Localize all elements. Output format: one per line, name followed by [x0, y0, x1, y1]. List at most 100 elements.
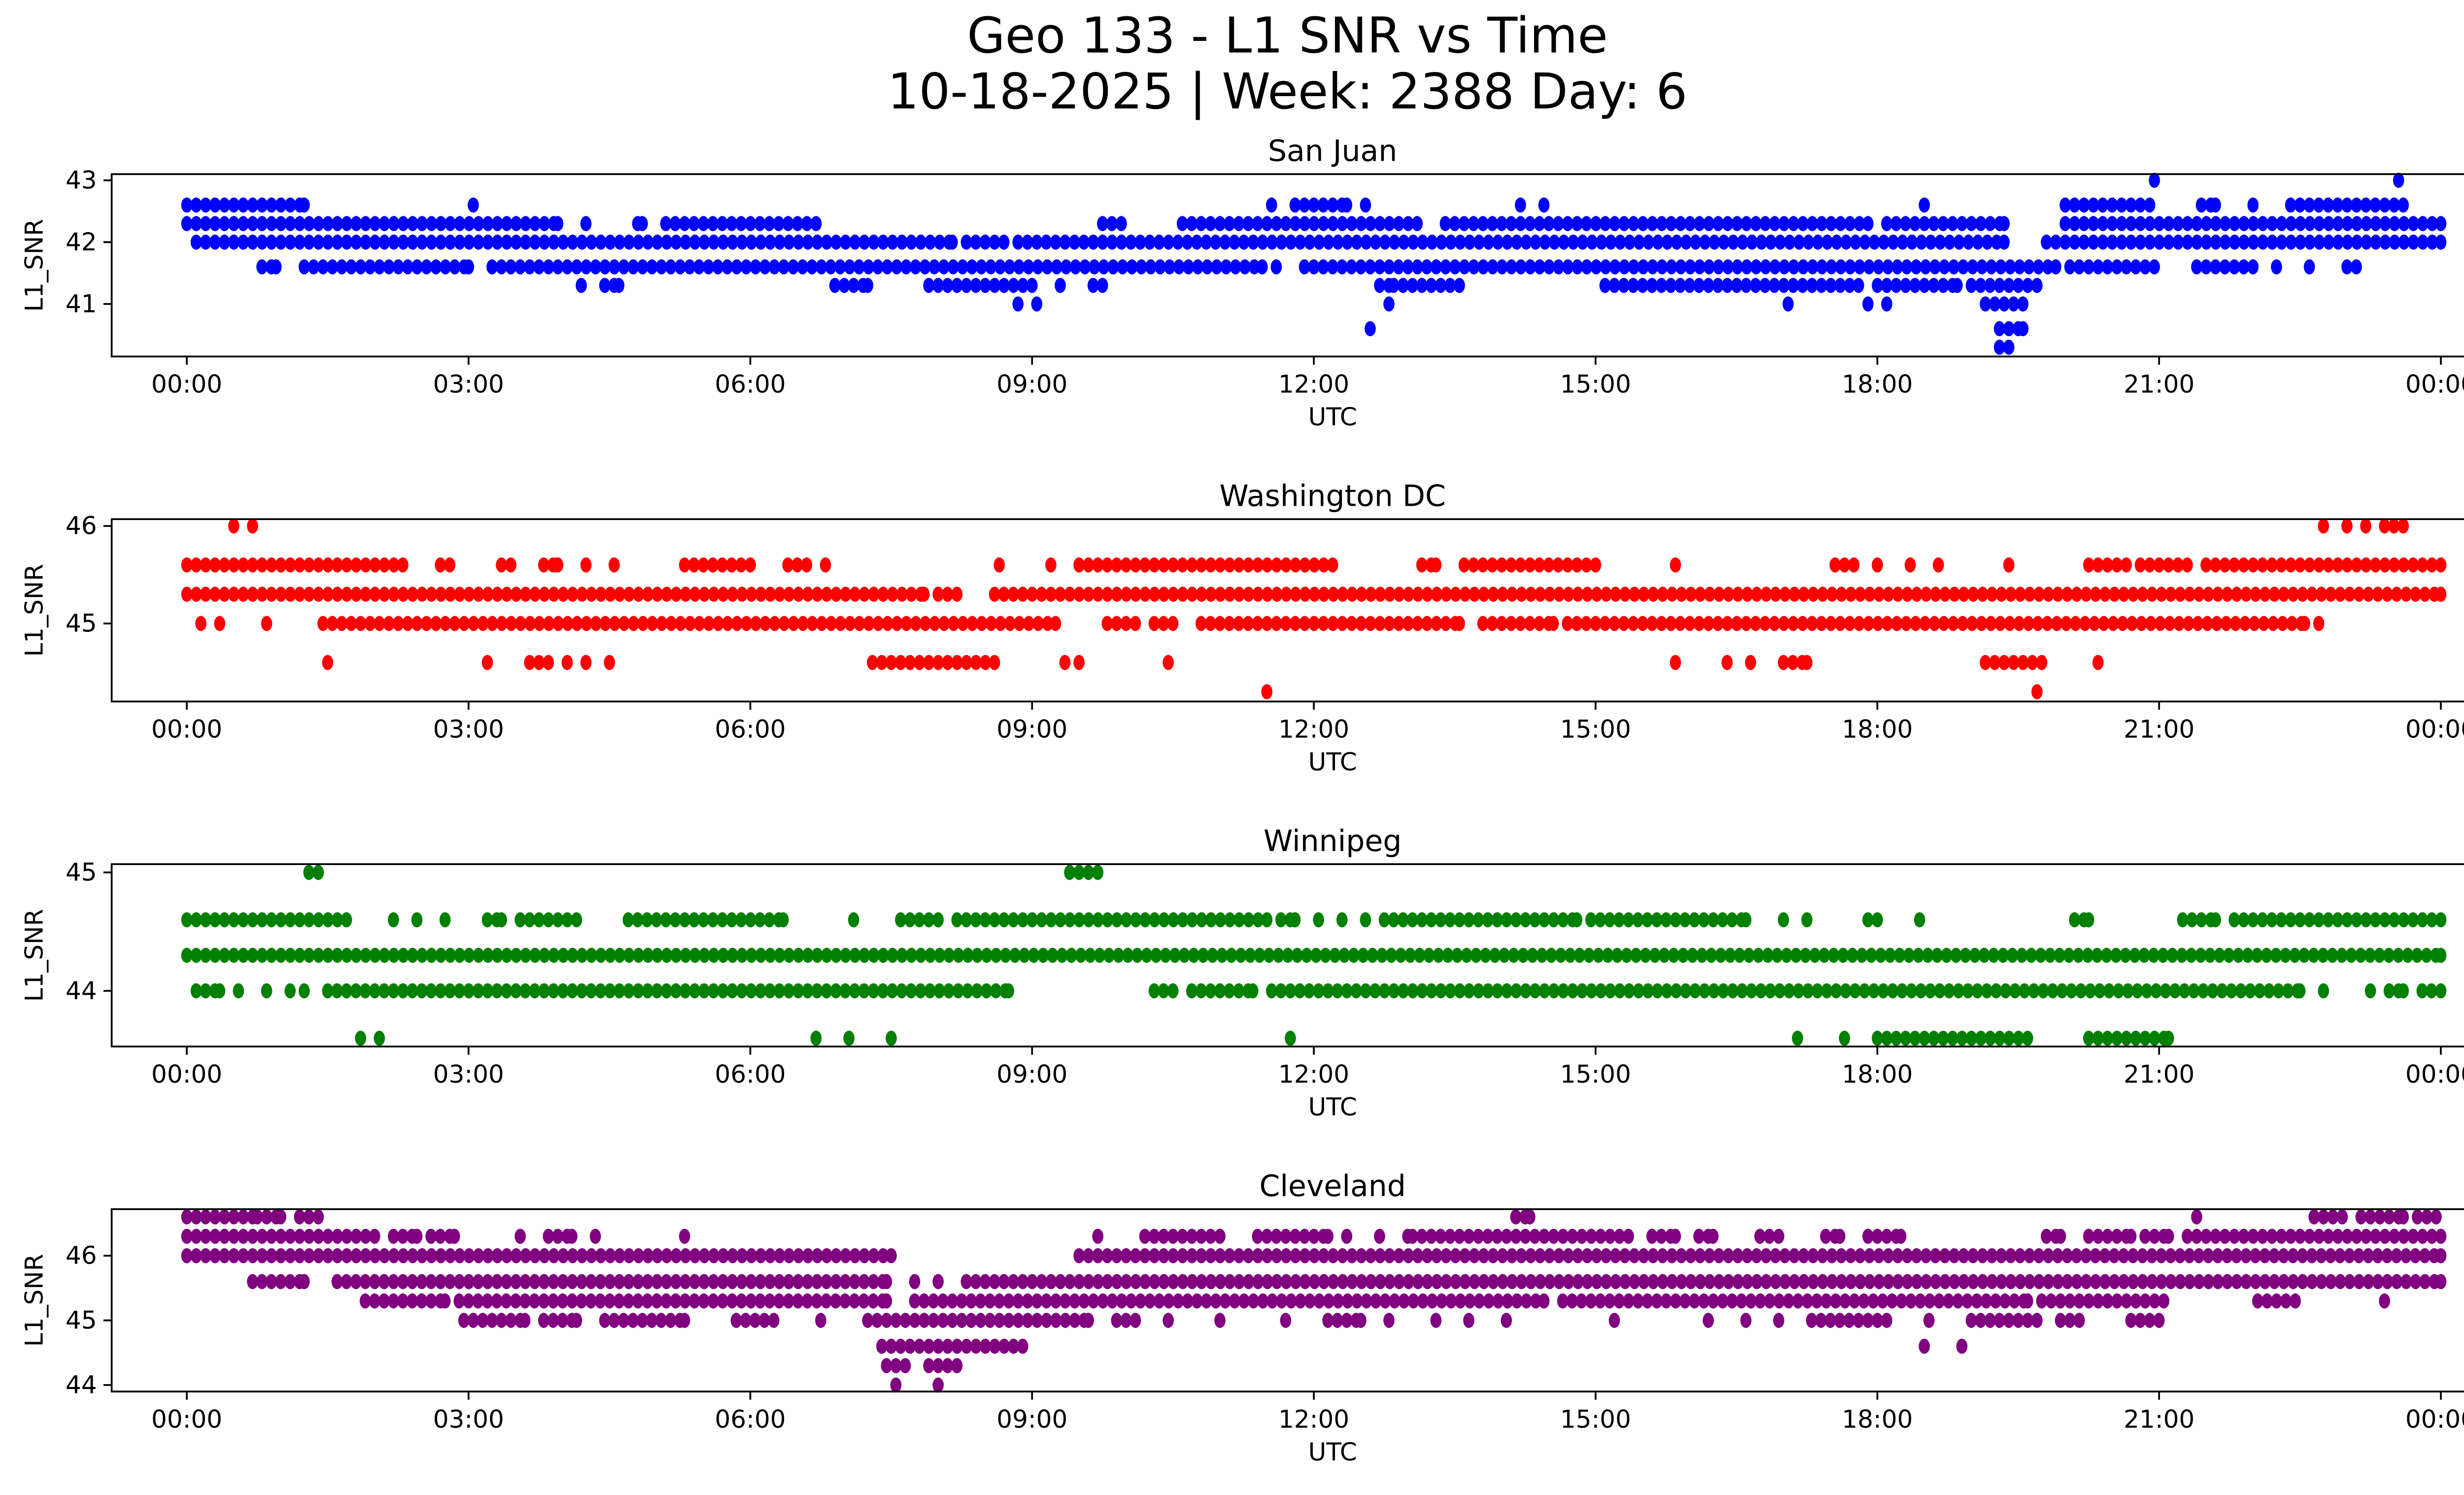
- data-point: [904, 912, 916, 928]
- data-point: [2186, 912, 2198, 928]
- data-point: [1285, 1293, 1297, 1309]
- y-tick-label: 45: [66, 858, 97, 887]
- data-point: [350, 234, 362, 250]
- data-point: [2032, 616, 2044, 631]
- data-point: [1103, 947, 1115, 963]
- data-point: [1092, 587, 1104, 602]
- data-point: [1129, 1313, 1141, 1328]
- data-point: [745, 1274, 757, 1289]
- data-point: [1318, 1274, 1330, 1289]
- subplot-title: Washington DC: [1219, 479, 1445, 514]
- data-point: [2146, 587, 2158, 602]
- data-point: [1191, 234, 1202, 250]
- data-point: [1595, 1293, 1606, 1309]
- data-point: [651, 1248, 663, 1263]
- data-point: [2276, 234, 2288, 250]
- data-point: [923, 912, 935, 928]
- data-point: [745, 983, 757, 999]
- data-point: [1993, 340, 2005, 355]
- data-point: [1572, 1248, 1584, 1263]
- data-point: [1910, 259, 1922, 275]
- data-point: [1788, 1248, 1800, 1263]
- data-point: [1167, 1274, 1179, 1289]
- data-point: [1596, 234, 1608, 250]
- data-point: [2304, 1228, 2316, 1244]
- data-point: [1966, 1030, 1977, 1046]
- data-point: [675, 616, 686, 631]
- x-tick-label: 21:00: [2123, 370, 2194, 399]
- data-point: [181, 197, 193, 213]
- data-point: [543, 1228, 554, 1244]
- data-point: [1924, 1293, 1936, 1309]
- data-point: [1790, 947, 1802, 963]
- data-point: [1599, 278, 1611, 293]
- data-point: [1590, 616, 1602, 631]
- data-point: [1640, 947, 1651, 963]
- data-point: [932, 655, 944, 670]
- data-point: [482, 587, 494, 602]
- data-point: [970, 234, 982, 250]
- data-point: [1149, 1274, 1161, 1289]
- data-point: [1454, 616, 1465, 631]
- x-tick-label: 03:00: [433, 370, 504, 399]
- data-point: [1670, 912, 1681, 928]
- data-point: [1101, 616, 1113, 631]
- data-point: [1508, 947, 1519, 963]
- data-point: [444, 1274, 456, 1289]
- data-point: [566, 1228, 578, 1244]
- data-point: [2144, 234, 2156, 250]
- data-point: [2054, 1313, 2066, 1328]
- data-point: [1517, 947, 1529, 963]
- data-point: [266, 197, 277, 213]
- data-point: [1435, 1228, 1446, 1244]
- data-point: [1642, 983, 1654, 999]
- data-point: [1014, 616, 1025, 631]
- data-point: [2341, 557, 2353, 573]
- data-point: [1529, 1228, 1540, 1244]
- data-point: [261, 983, 273, 999]
- data-point: [2149, 259, 2160, 275]
- data-point: [1073, 1248, 1085, 1263]
- data-point: [670, 587, 682, 602]
- data-point: [2109, 587, 2120, 602]
- data-point: [331, 1274, 343, 1289]
- data-point: [1656, 616, 1667, 631]
- data-point: [2125, 1313, 2137, 1328]
- data-point: [1423, 947, 1435, 963]
- data-point: [1539, 234, 1551, 250]
- data-point: [1911, 1248, 1922, 1263]
- data-point: [979, 278, 991, 293]
- data-point: [1252, 1248, 1264, 1263]
- data-point: [1129, 557, 1141, 573]
- data-point: [2083, 1293, 2094, 1309]
- data-point: [1280, 587, 1292, 602]
- data-point: [2106, 216, 2118, 231]
- data-point: [641, 912, 653, 928]
- data-point: [2332, 912, 2344, 928]
- data-point: [1186, 587, 1198, 602]
- data-point: [890, 1358, 902, 1373]
- data-point: [2327, 947, 2338, 963]
- data-point: [1990, 1293, 2001, 1309]
- data-point: [1924, 983, 1936, 999]
- data-point: [812, 587, 823, 602]
- data-point: [2341, 1228, 2353, 1244]
- data-point: [562, 616, 574, 631]
- data-point: [759, 616, 771, 631]
- data-point: [960, 234, 972, 250]
- data-point: [1703, 1313, 1714, 1328]
- data-point: [1196, 616, 1207, 631]
- data-point: [679, 1313, 690, 1328]
- data-point: [971, 947, 983, 963]
- data-point: [1139, 912, 1151, 928]
- data-point: [2182, 234, 2193, 250]
- data-point: [529, 1293, 540, 1309]
- data-point: [1473, 1293, 1485, 1309]
- data-point: [2013, 278, 2024, 293]
- data-point: [2061, 587, 2073, 602]
- data-point: [1378, 912, 1390, 928]
- data-point: [1431, 1248, 1442, 1263]
- data-point: [1516, 1274, 1527, 1289]
- data-point: [378, 216, 390, 231]
- data-point: [924, 983, 936, 999]
